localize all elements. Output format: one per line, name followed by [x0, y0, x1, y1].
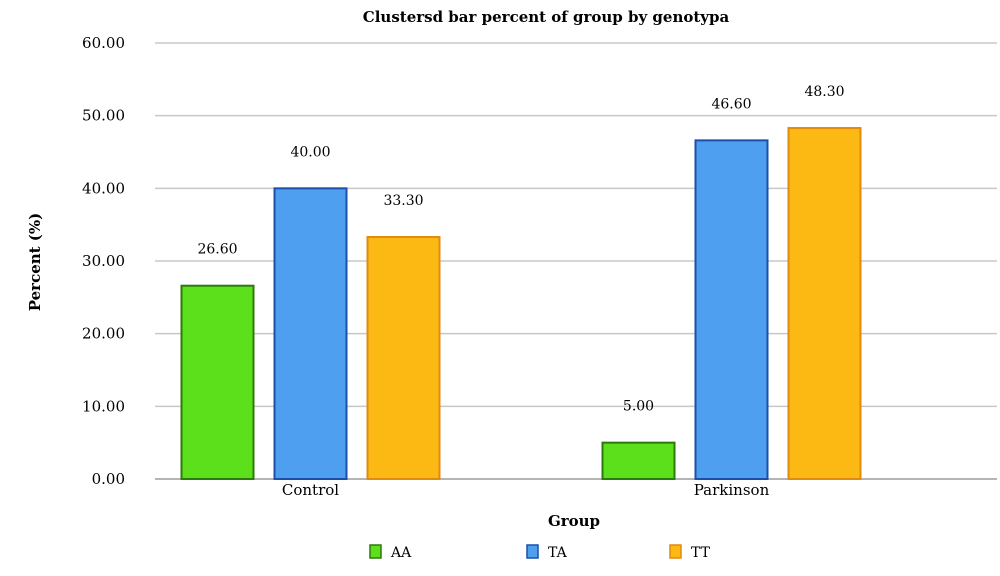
legend-swatch-aa [369, 544, 382, 559]
bar-tt-control [366, 236, 441, 480]
bars [180, 127, 862, 481]
legend-label: TT [691, 545, 711, 561]
x-tick-label: Parkinson [694, 481, 770, 499]
legend-swatch-ta [526, 544, 539, 559]
bar-ta-parkinson [694, 139, 769, 481]
data-label: 48.30 [804, 84, 844, 100]
y-tick-label: 40.00 [82, 179, 125, 197]
legend: AA TA TT [369, 544, 711, 561]
chart-title: Clustersd bar percent of group by genoty… [363, 8, 730, 26]
y-tick-label: 10.00 [82, 397, 125, 415]
bar-tt-parkinson [787, 127, 862, 481]
bar-aa-parkinson [601, 441, 676, 480]
y-tick-label: 20.00 [82, 325, 125, 343]
y-tick-label: 0.00 [92, 470, 125, 488]
data-label: 40.00 [290, 144, 330, 160]
bar-aa-control [180, 284, 255, 480]
data-label: 26.60 [197, 242, 237, 258]
y-tick-label: 30.00 [82, 252, 125, 270]
x-tick-label: Control [282, 481, 339, 499]
legend-swatch-tt [669, 544, 682, 559]
x-tick-labels: Control Parkinson [282, 481, 770, 499]
legend-label: TA [548, 545, 568, 561]
data-label: 33.30 [383, 193, 423, 209]
bar-ta-control [273, 187, 348, 480]
data-labels: 26.60 40.00 33.30 5.00 46.60 48.30 [197, 84, 844, 415]
data-label: 5.00 [623, 399, 654, 415]
data-label: 46.60 [711, 96, 751, 112]
y-axis-title: Percent (%) [26, 213, 44, 312]
y-tick-labels: 0.00 10.00 20.00 30.00 40.00 50.00 60.00 [82, 34, 125, 488]
y-tick-label: 60.00 [82, 34, 125, 52]
x-axis-title: Group [548, 512, 600, 530]
y-tick-label: 50.00 [82, 107, 125, 125]
legend-label: AA [390, 545, 412, 561]
